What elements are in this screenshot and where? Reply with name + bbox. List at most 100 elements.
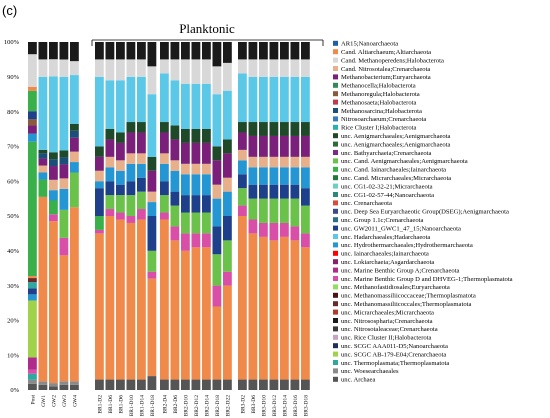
bar-segment	[126, 181, 136, 196]
bar-segment	[38, 149, 48, 154]
legend-swatch	[333, 250, 338, 256]
bar-segment	[238, 122, 247, 133]
bar-segment	[59, 384, 69, 390]
legend-label: unc. SCGC AAA011-D5;Nanoarchaeota	[341, 343, 448, 350]
bar-segment	[105, 216, 115, 380]
legend-label: Methanoregula;Halobacterota	[341, 91, 420, 98]
legend-item: Cand. Methanoperedens;Halobacterota	[333, 57, 444, 64]
bar-segment	[70, 137, 79, 152]
bar-segment	[259, 76, 268, 123]
legend-label: AR15;Nanoarchaeota	[341, 41, 398, 48]
legend-item: Nitrosoarchaeum;Crenarchaeota	[333, 116, 426, 123]
legend-swatch	[333, 175, 338, 181]
bar-segment	[70, 42, 79, 62]
bar-segment	[248, 233, 258, 380]
bar-segment	[191, 247, 201, 380]
bar-segment	[223, 42, 232, 63]
bar-segment	[59, 209, 69, 238]
bar-segment	[59, 164, 69, 179]
bar-segment	[212, 184, 222, 199]
bar-segment	[38, 158, 48, 166]
bar-segment	[223, 216, 232, 241]
bar-segment	[147, 278, 157, 377]
legend-swatch	[333, 351, 338, 357]
bar-segment	[280, 222, 289, 237]
legend-swatch	[333, 276, 338, 281]
legend-item: unc. Thermoplasmata;Thermoplasmatota	[333, 360, 449, 367]
bar-segment	[126, 76, 136, 123]
bar-segment	[160, 379, 169, 390]
bar-segment	[147, 42, 157, 67]
bar-stack	[238, 42, 247, 390]
bar-segment	[160, 59, 169, 74]
bar-segment	[290, 42, 300, 60]
bar-segment	[259, 42, 268, 60]
bar-segment	[170, 379, 180, 390]
y-tick-label: 40%	[7, 248, 20, 255]
bar-segment	[147, 271, 157, 279]
bar-segment	[116, 195, 125, 213]
legend-item: Methanoregula;Halobacterota	[333, 91, 420, 98]
bar-stack	[160, 42, 169, 390]
bar-segment	[126, 59, 136, 77]
bar-segment	[202, 379, 211, 390]
legend-swatch	[333, 166, 338, 172]
bar-segment	[191, 142, 201, 164]
bar-segment	[280, 135, 289, 157]
bar-segment	[223, 271, 232, 286]
bar-segment	[191, 212, 201, 234]
bar-segment	[212, 285, 222, 307]
bar-segment	[290, 379, 300, 390]
y-tick-label: 10%	[7, 352, 20, 359]
bar-segment	[59, 157, 69, 165]
bar-segment	[49, 159, 58, 167]
bar-segment	[28, 294, 37, 301]
bar-stack	[28, 42, 37, 390]
bar-segment	[248, 219, 258, 234]
bar-segment	[49, 190, 58, 201]
legend-label: unc. Methanomassiliicoccaceae;Thermoplas…	[341, 293, 476, 300]
bar-segment	[95, 156, 104, 171]
legend-swatch	[333, 40, 338, 46]
bar-segment	[160, 153, 169, 164]
bar-segment	[126, 42, 136, 60]
bar-segment	[95, 181, 104, 189]
bar-segment	[38, 42, 48, 60]
y-tick-label: 50%	[7, 213, 20, 220]
bar-segment	[95, 170, 104, 182]
legend-swatch	[333, 208, 338, 214]
bar-segment	[38, 381, 48, 385]
bar-segment	[59, 76, 69, 151]
bar-stack	[191, 42, 201, 390]
bar-segment	[223, 177, 232, 192]
bar-segment	[28, 357, 37, 370]
bar-segment	[70, 381, 79, 385]
bar-segment	[170, 42, 180, 60]
bar-segment	[126, 122, 136, 133]
legend-label: unc. Aenigmarchaeales;Aenigmarchaeota	[341, 141, 451, 148]
bar-segment	[212, 226, 222, 255]
bar-segment	[147, 170, 157, 192]
legend-item: unc. Cand. Aenigmarchaeales;Aenigmarchae…	[333, 158, 468, 165]
legend-swatch	[333, 234, 338, 239]
bar-segment	[301, 135, 310, 157]
bar-segment	[290, 122, 300, 136]
legend-item: unc. Marine Benthic Group A;Crenarchaeot…	[333, 267, 460, 274]
bar-segment	[202, 42, 211, 60]
legend-item: unc. Cand. Micrarchaeales;Micrarchaeota	[333, 175, 451, 182]
bar-segment	[290, 76, 300, 123]
bar-segment	[116, 170, 125, 185]
bar-segment	[59, 42, 69, 60]
legend-swatch	[333, 99, 338, 105]
x-tick-label: BR2-D4	[162, 395, 168, 414]
bar-segment	[280, 198, 289, 223]
bar-segment	[49, 221, 58, 384]
x-tick-label: GW1	[41, 395, 47, 407]
bar-segment	[259, 167, 268, 185]
legend-item: unc. Rice Cluster II;Halobacterota	[333, 335, 432, 342]
bar-stack	[259, 42, 268, 390]
bar-segment	[181, 163, 190, 175]
bar-segment	[160, 73, 169, 123]
legend-swatch	[333, 91, 338, 97]
